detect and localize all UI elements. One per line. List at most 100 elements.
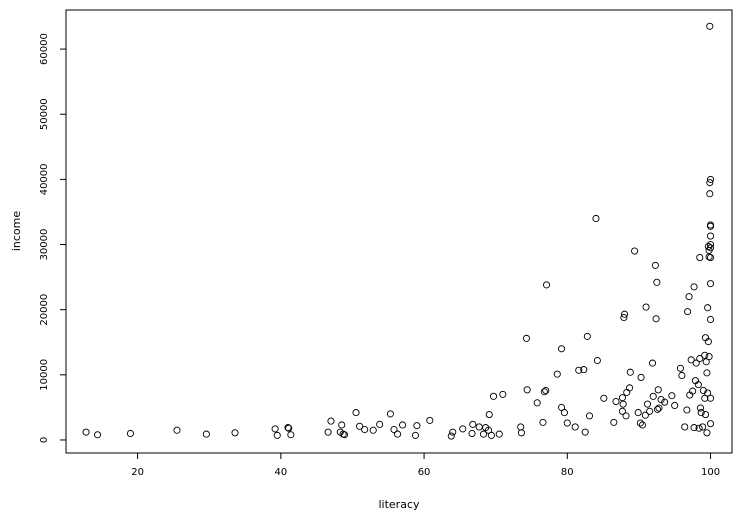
y-tick-label: 40000 [39,163,50,195]
data-point [695,424,703,432]
data-point [643,400,652,408]
data-point [542,386,550,395]
x-tick-label: 40 [274,467,287,478]
data-point [612,397,620,406]
data-point [636,419,644,427]
data-point [706,232,715,240]
data-point [653,278,661,286]
data-point [706,22,714,30]
data-point [704,242,712,251]
data-point [399,421,407,429]
data-point [522,334,531,342]
data-point [694,381,702,389]
data-point [692,359,700,367]
data-point [285,424,293,432]
data-point [676,364,684,372]
data-point [202,430,210,438]
data-point [449,428,457,436]
data-point [696,354,704,363]
data-point [485,411,493,419]
x-tick-label: 80 [561,467,574,478]
data-point [82,428,90,436]
data-point [426,416,434,424]
data-point [706,240,715,249]
data-point [539,418,547,426]
data-point [652,315,660,323]
data-point [542,281,551,289]
data-point [649,392,657,400]
y-tick-label: 30000 [39,229,50,261]
data-point [517,429,526,437]
data-point [593,356,601,365]
data-point [702,358,710,366]
data-point [626,368,634,376]
data-points [82,22,715,440]
data-point [475,423,483,431]
data-point [661,398,669,406]
data-point [681,423,689,431]
data-point [706,420,715,428]
data-point [637,373,645,381]
data-point [411,431,420,439]
data-point [657,396,665,404]
x-axis-label: literacy [378,498,420,511]
data-point [560,409,568,417]
data-point [231,429,239,437]
data-point [386,410,394,418]
data-point [287,431,295,439]
x-tick-label: 100 [701,467,720,478]
data-point [489,392,498,400]
y-tick-label: 20000 [39,294,50,326]
data-point [699,423,707,431]
data-point [352,409,360,417]
plot-frame [65,9,733,454]
data-point [626,384,634,392]
data-point [619,400,627,408]
data-point [654,386,662,394]
y-tick-label: 0 [39,437,50,443]
data-point [655,404,663,412]
data-point [621,310,629,318]
data-point [338,421,346,429]
data-point [618,394,626,402]
data-point [704,304,712,312]
data-point [631,247,639,255]
data-point [671,401,679,409]
data-point [273,431,281,439]
data-point [361,425,369,434]
data-point [600,394,608,402]
data-point [484,426,493,434]
data-point [324,428,332,436]
data-point [592,214,600,223]
data-point [690,424,698,432]
data-point [468,429,476,438]
data-point [390,425,398,434]
data-point [697,409,705,417]
data-point [706,394,715,402]
data-point [696,254,704,262]
data-point [703,369,711,377]
data-point [690,283,698,291]
data-point [610,418,618,426]
data-point [641,411,649,419]
data-point [341,431,349,439]
data-point [479,430,488,438]
data-point [668,392,676,400]
data-point [495,430,503,438]
data-point [499,390,507,398]
data-point [706,190,714,198]
data-point [523,386,531,394]
data-point [583,332,591,340]
data-point [687,356,695,364]
data-point [618,407,626,415]
data-point [558,345,566,353]
data-point [705,353,713,361]
data-point [634,409,642,417]
x-tick-label: 20 [131,467,144,478]
data-point [93,431,102,439]
data-point [696,404,705,412]
data-point [704,338,712,346]
data-point [651,261,659,269]
data-point [558,403,566,411]
